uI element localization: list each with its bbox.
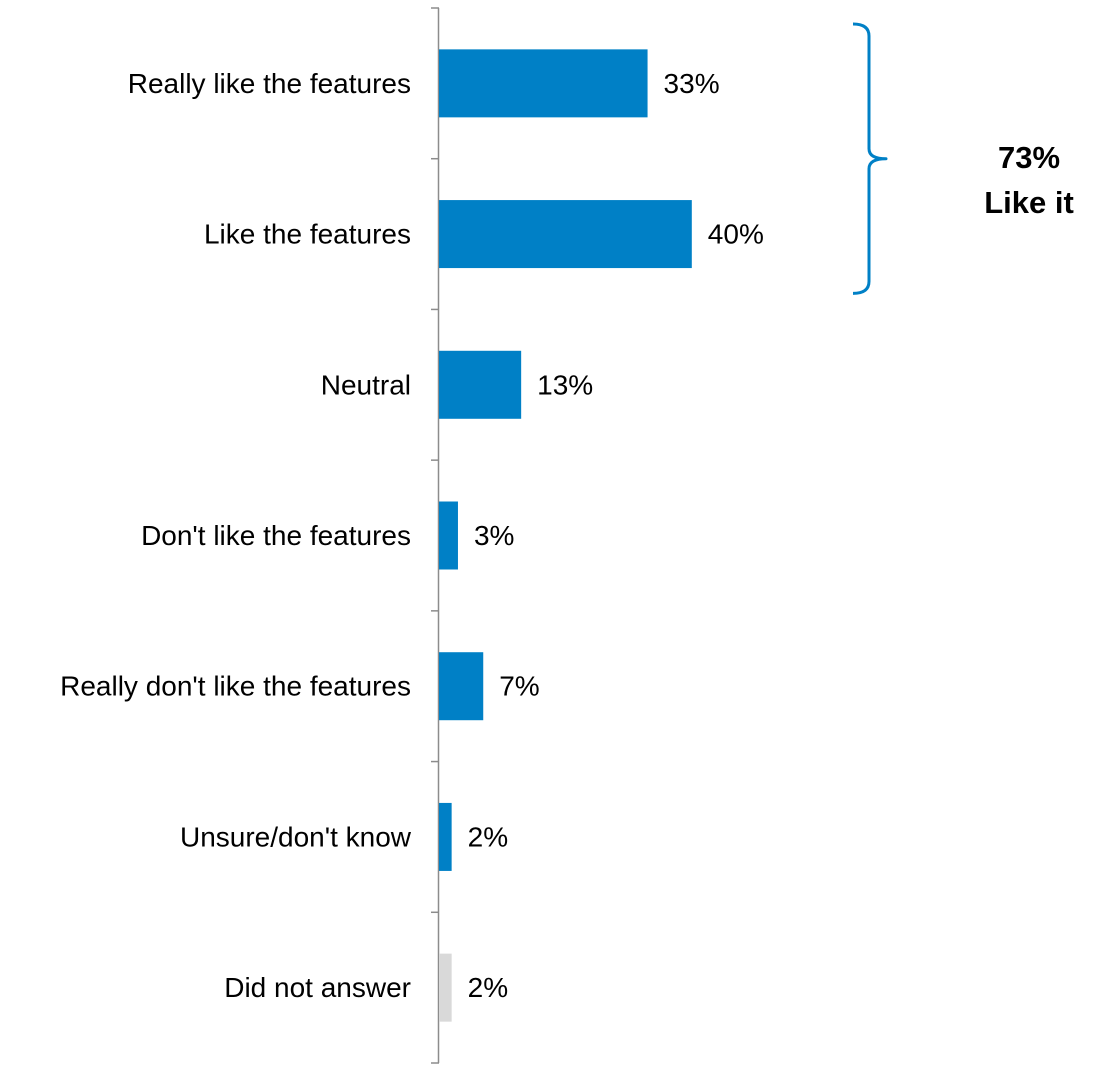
bar — [439, 953, 452, 1022]
bar — [439, 350, 522, 419]
category-labels: Really like the features Like the feature… — [60, 68, 412, 1003]
data-label: 7% — [499, 671, 539, 702]
data-label: 40% — [708, 219, 764, 250]
data-label: 2% — [468, 821, 508, 852]
bar — [439, 49, 648, 118]
category-label: Did not answer — [224, 972, 411, 1003]
data-label: 2% — [468, 972, 508, 1003]
category-label: Neutral — [321, 369, 411, 400]
like-it-annotation: 73% Like it — [852, 22, 1074, 295]
bar — [439, 802, 452, 871]
annotation-bracket — [852, 22, 888, 295]
category-label: Like the features — [204, 219, 411, 250]
bar — [439, 200, 692, 269]
bar — [439, 652, 484, 721]
value-labels: 33% 40% 13% 3% 7% 2% 2% — [468, 68, 764, 1003]
data-label: 33% — [664, 68, 720, 99]
data-label: 3% — [474, 520, 514, 551]
category-label: Unsure/don't know — [180, 821, 412, 852]
annotation-value: 73% — [998, 140, 1060, 175]
category-label: Don't like the features — [141, 520, 411, 551]
annotation-label: Like it — [984, 185, 1074, 220]
data-label: 13% — [537, 369, 593, 400]
category-label: Really don't like the features — [60, 671, 411, 702]
category-label: Really like the features — [128, 68, 411, 99]
bars — [439, 49, 692, 1022]
y-axis-ticks — [431, 7, 439, 1064]
bar — [439, 501, 458, 570]
